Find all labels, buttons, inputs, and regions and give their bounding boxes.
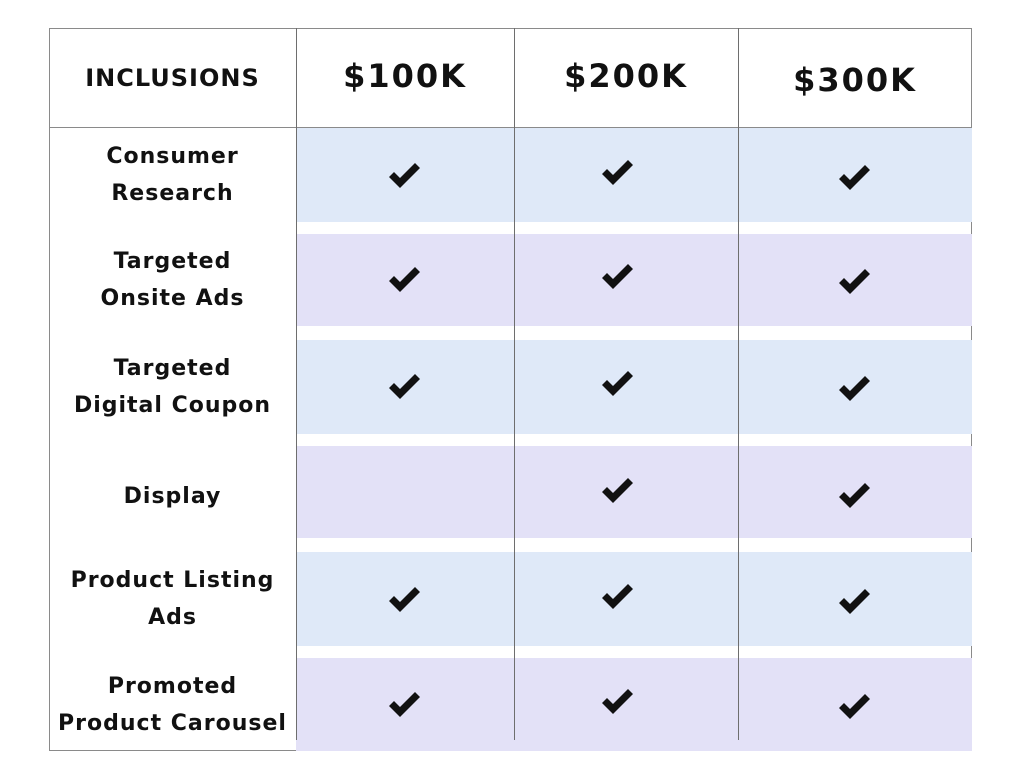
row-label-line: Promoted — [107, 673, 238, 699]
checkmark-icon — [599, 686, 635, 718]
checkmark-icon — [386, 264, 422, 296]
row-label-line: Onsite Ads — [100, 286, 245, 311]
row-label-line: Consumer — [106, 144, 239, 169]
checkmark-icon — [836, 373, 872, 405]
column-divider-3 — [738, 28, 739, 740]
checkmark-icon — [599, 157, 635, 189]
checkmark-icon — [836, 691, 872, 723]
checkmark-icon — [836, 266, 872, 298]
checkmark-icon — [599, 368, 635, 400]
header-tier-200k: $200K — [564, 57, 688, 95]
checkmark-icon — [836, 586, 872, 618]
checkmark-icon — [599, 581, 635, 613]
row-label-line: Targeted — [113, 249, 232, 274]
row-label-line: Product Listing — [70, 568, 275, 593]
column-divider-1 — [296, 28, 297, 740]
checkmark-icon — [386, 584, 422, 616]
checkmark-icon — [836, 480, 872, 512]
row-label-line: Targeted — [113, 356, 232, 381]
row-label-promoted-product-carousel: Promoted Product Carousel — [49, 658, 296, 751]
row-label-display: Display — [49, 446, 296, 546]
checkmark-icon — [386, 689, 422, 721]
header-inclusions: INCLUSIONS — [85, 64, 260, 92]
row-label-targeted-digital-coupon: Targeted Digital Coupon — [49, 340, 296, 434]
row-label-line: Product Carousel — [58, 710, 287, 736]
checkmark-icon — [599, 475, 635, 507]
header-tier-100k: $100K — [343, 57, 467, 95]
row-label-line: Digital Coupon — [73, 393, 272, 418]
row-label-line: Display — [123, 483, 222, 509]
checkmark-icon — [836, 162, 872, 194]
checkmark-icon — [386, 371, 422, 403]
row-label-line: Research — [111, 181, 234, 206]
header-divider — [49, 127, 972, 128]
row-label-product-listing-ads: Product Listing Ads — [49, 552, 296, 646]
row-label-targeted-onsite-ads: Targeted Onsite Ads — [49, 234, 296, 326]
row-label-line: Ads — [148, 605, 197, 630]
header-tier-300k: $300K — [793, 61, 917, 99]
checkmark-icon — [386, 160, 422, 192]
row-label-consumer-research: Consumer Research — [49, 128, 296, 222]
column-divider-2 — [514, 28, 515, 740]
checkmark-icon — [599, 261, 635, 293]
